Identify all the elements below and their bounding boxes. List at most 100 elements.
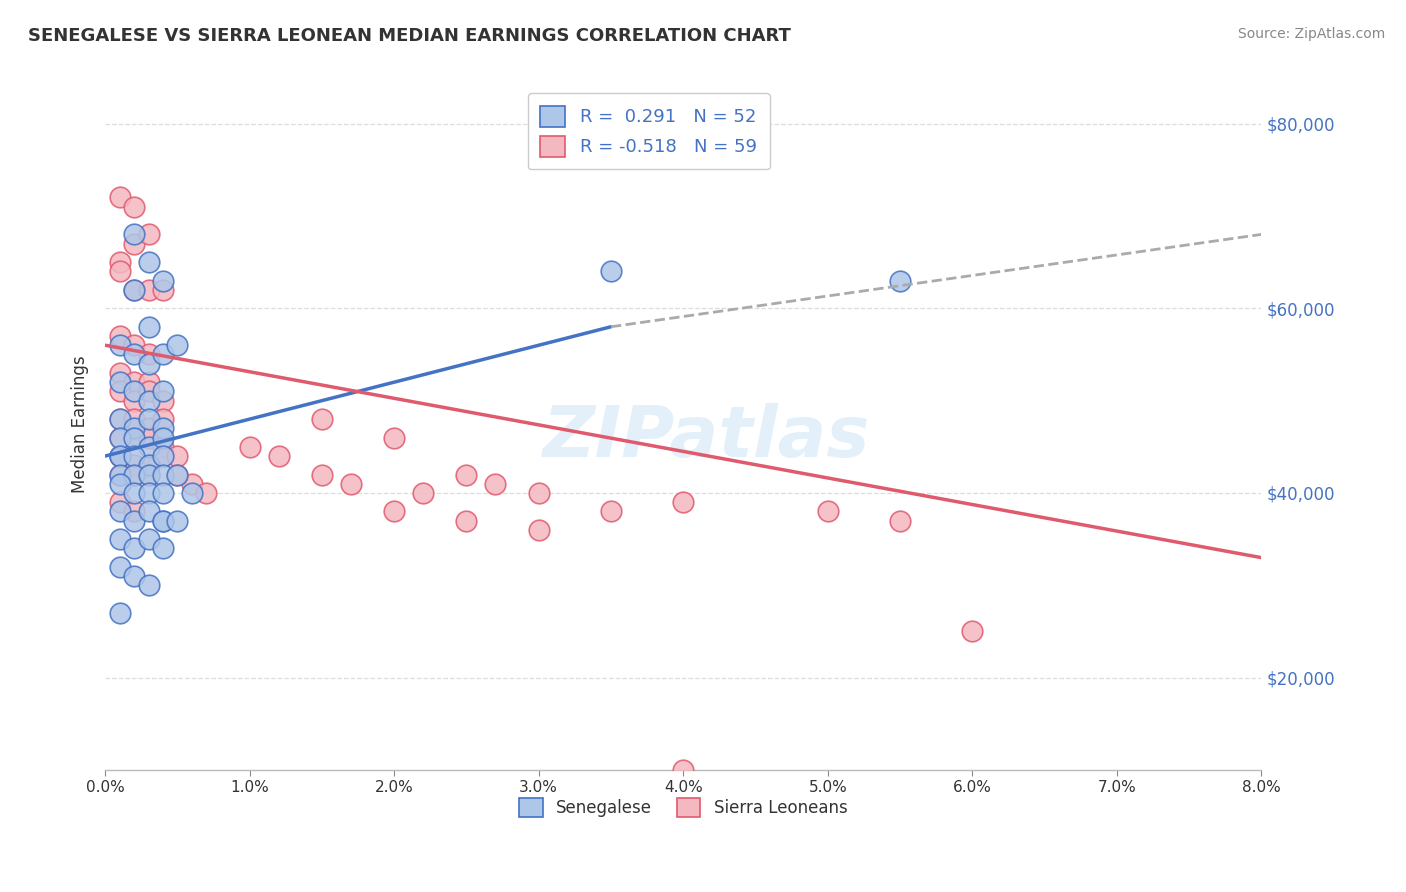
Point [527,523,550,537]
Point [122,347,145,361]
Point [412,486,434,500]
Point [166,514,188,528]
Point [152,541,174,556]
Point [166,449,188,463]
Point [152,449,174,463]
Point [108,449,131,463]
Point [311,412,333,426]
Point [152,421,174,435]
Point [138,458,160,473]
Point [108,449,131,463]
Point [195,486,218,500]
Point [456,514,478,528]
Point [138,319,160,334]
Point [122,431,145,445]
Point [152,440,174,454]
Point [122,541,145,556]
Point [122,412,145,426]
Point [108,412,131,426]
Point [138,504,160,518]
Point [108,449,131,463]
Point [817,504,839,518]
Point [138,467,160,482]
Point [138,467,160,482]
Point [122,504,145,518]
Point [108,495,131,509]
Point [122,393,145,408]
Point [600,264,623,278]
Point [180,476,202,491]
Point [122,283,145,297]
Point [138,412,160,426]
Point [108,190,131,204]
Point [108,431,131,445]
Point [889,514,911,528]
Point [456,467,478,482]
Point [122,421,145,435]
Point [122,449,145,463]
Point [108,467,131,482]
Point [166,467,188,482]
Point [122,514,145,528]
Point [527,486,550,500]
Point [311,467,333,482]
Point [152,384,174,399]
Point [122,375,145,389]
Point [138,440,160,454]
Point [382,504,405,518]
Point [382,431,405,445]
Point [672,495,695,509]
Point [138,255,160,269]
Point [108,467,131,482]
Point [138,227,160,242]
Point [122,283,145,297]
Point [108,532,131,546]
Point [108,412,131,426]
Point [138,431,160,445]
Point [239,440,262,454]
Point [484,476,506,491]
Point [180,486,202,500]
Point [138,357,160,371]
Point [152,274,174,288]
Point [108,338,131,352]
Point [152,431,174,445]
Point [122,569,145,583]
Legend: Senegalese, Sierra Leoneans: Senegalese, Sierra Leoneans [513,791,853,824]
Point [122,200,145,214]
Point [138,421,160,435]
Point [152,347,174,361]
Point [152,283,174,297]
Point [672,763,695,777]
Point [267,449,290,463]
Point [138,347,160,361]
Y-axis label: Median Earnings: Median Earnings [72,355,89,492]
Point [122,458,145,473]
Point [152,486,174,500]
Point [138,393,160,408]
Point [166,467,188,482]
Point [138,375,160,389]
Point [108,264,131,278]
Point [600,504,623,518]
Point [152,514,174,528]
Point [152,393,174,408]
Point [108,255,131,269]
Point [108,431,131,445]
Point [108,375,131,389]
Text: Source: ZipAtlas.com: Source: ZipAtlas.com [1237,27,1385,41]
Text: SENEGALESE VS SIERRA LEONEAN MEDIAN EARNINGS CORRELATION CHART: SENEGALESE VS SIERRA LEONEAN MEDIAN EARN… [28,27,792,45]
Point [889,274,911,288]
Point [108,606,131,620]
Text: ZIPatlas: ZIPatlas [543,403,870,472]
Point [108,476,131,491]
Point [138,578,160,592]
Point [138,283,160,297]
Point [166,338,188,352]
Point [138,532,160,546]
Point [138,384,160,399]
Point [138,486,160,500]
Point [108,366,131,380]
Point [122,431,145,445]
Point [138,458,160,473]
